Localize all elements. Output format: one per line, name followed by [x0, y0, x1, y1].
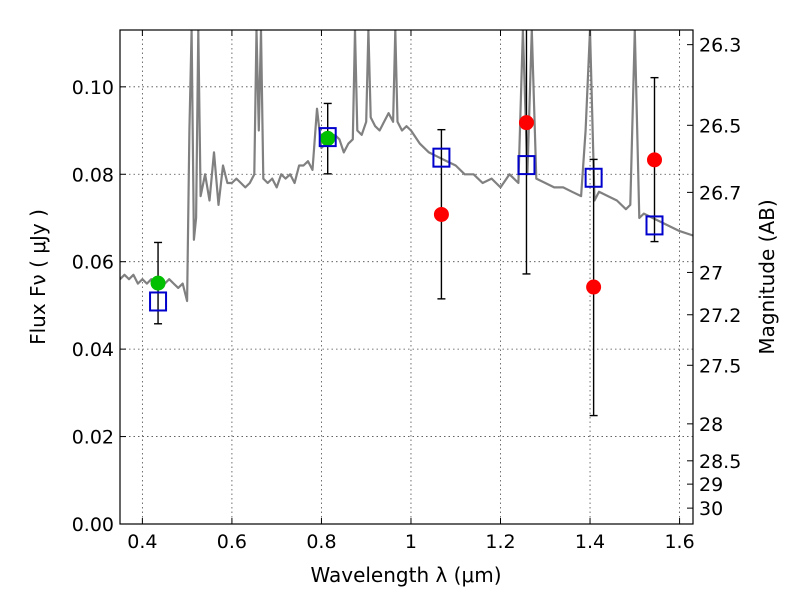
model-flux-square-marker — [432, 147, 451, 168]
x-tick-label: 0.8 — [306, 531, 336, 553]
model-flux-square-marker — [584, 167, 603, 188]
model-spectrum-line — [120, 30, 693, 303]
magnitude-tick-label: 28.5 — [699, 451, 741, 473]
model-flux-square-marker — [517, 155, 536, 176]
x-tick-label: 1.2 — [485, 531, 515, 553]
magnitude-tick-label: 27 — [699, 262, 723, 284]
magnitude-tick-label: 26.3 — [699, 35, 741, 57]
model-flux-square-marker — [645, 215, 664, 236]
x-axis-title: Wavelength λ (μm) — [310, 563, 501, 587]
observed-flux-point — [150, 275, 166, 291]
magnitude-tick-label: 30 — [699, 498, 723, 520]
plot-frame — [119, 29, 694, 525]
x-tick-label: 1.6 — [664, 531, 694, 553]
observed-flux-point — [320, 130, 336, 146]
x-axis-ticks: 0.4 0.6 0.8 1 1.2 1.4 1.6 — [127, 30, 695, 553]
magnitude-tick-label: 27.5 — [699, 355, 741, 377]
model-spectrum-layer — [120, 30, 693, 303]
y-tick-label: 0.10 — [72, 77, 114, 99]
magnitude-tick-label: 26.7 — [699, 182, 741, 204]
magnitude-tick-label: 28 — [699, 414, 723, 436]
model-flux-square-marker — [149, 291, 168, 312]
y-tick-label: 0.06 — [72, 252, 114, 274]
magnitude-tick-label: 27.2 — [699, 305, 741, 327]
x-tick-label: 1 — [405, 531, 417, 553]
plot-background — [120, 30, 693, 524]
magnitude-tick-label: 26.5 — [699, 115, 741, 137]
observed-flux-point — [433, 206, 449, 222]
observed-flux-point — [647, 152, 663, 168]
y-tick-label: 0.04 — [72, 339, 114, 361]
y-tick-label: 0.00 — [72, 514, 114, 536]
y-axis-ticks: 0.00 0.02 0.04 0.06 0.08 0.10 — [72, 77, 126, 536]
x-tick-label: 0.6 — [217, 531, 247, 553]
x-tick-label: 0.4 — [127, 531, 157, 553]
observed-flux-point — [518, 115, 534, 131]
magnitude-axis-title: Magnitude (AB) — [755, 199, 779, 354]
marker-layer — [149, 115, 664, 312]
model-flux-square-marker — [318, 127, 337, 148]
y-tick-label: 0.02 — [72, 427, 114, 449]
magnitude-tick-label: 29 — [699, 474, 723, 496]
x-tick-label: 1.4 — [575, 531, 605, 553]
y-tick-label: 0.08 — [72, 164, 114, 186]
observed-flux-point — [586, 279, 602, 295]
y-axis-title: Flux Fν ( μJy ) — [26, 209, 50, 345]
